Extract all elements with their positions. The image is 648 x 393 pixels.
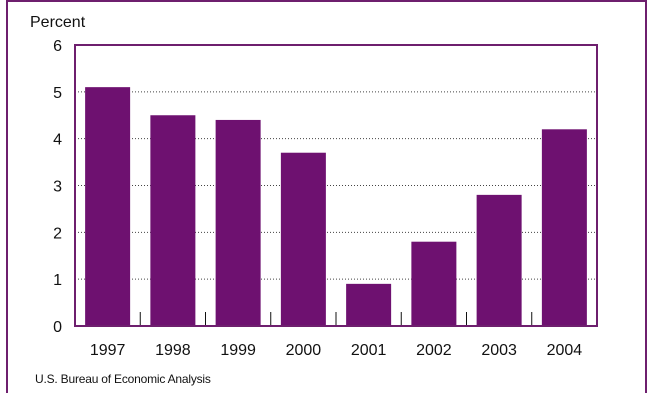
x-tick-label: 2004: [547, 342, 583, 359]
y-tick-label: 3: [53, 179, 62, 196]
source-note: U.S. Bureau of Economic Analysis: [35, 372, 211, 386]
frame-left-border: [6, 0, 8, 393]
y-tick-label: 2: [53, 225, 62, 242]
x-tick-label: 2000: [286, 342, 322, 359]
x-tick-label: 2002: [416, 342, 452, 359]
frame-right-border: [645, 0, 647, 393]
x-tick-label: 1997: [90, 342, 126, 359]
plot-frame: [74, 44, 598, 327]
frame-top-border: [6, 0, 647, 2]
y-axis-label: Percent: [30, 14, 86, 31]
x-tick-label: 1998: [155, 342, 191, 359]
bar: [85, 87, 131, 327]
y-tick-label: 5: [53, 85, 62, 102]
bar: [541, 129, 587, 326]
bar: [476, 194, 522, 326]
y-tick-label: 1: [53, 272, 62, 289]
bar: [411, 241, 457, 326]
x-tick-label: 1999: [220, 342, 256, 359]
bar: [150, 115, 196, 326]
bar: [346, 283, 392, 326]
y-tick-label: 6: [53, 38, 62, 55]
y-tick-label: 0: [53, 319, 62, 336]
x-tick-label: 2001: [351, 342, 387, 359]
y-tick-label: 4: [53, 132, 62, 149]
bar: [280, 152, 326, 326]
x-tick-label: 2003: [481, 342, 517, 359]
bar: [215, 119, 261, 326]
